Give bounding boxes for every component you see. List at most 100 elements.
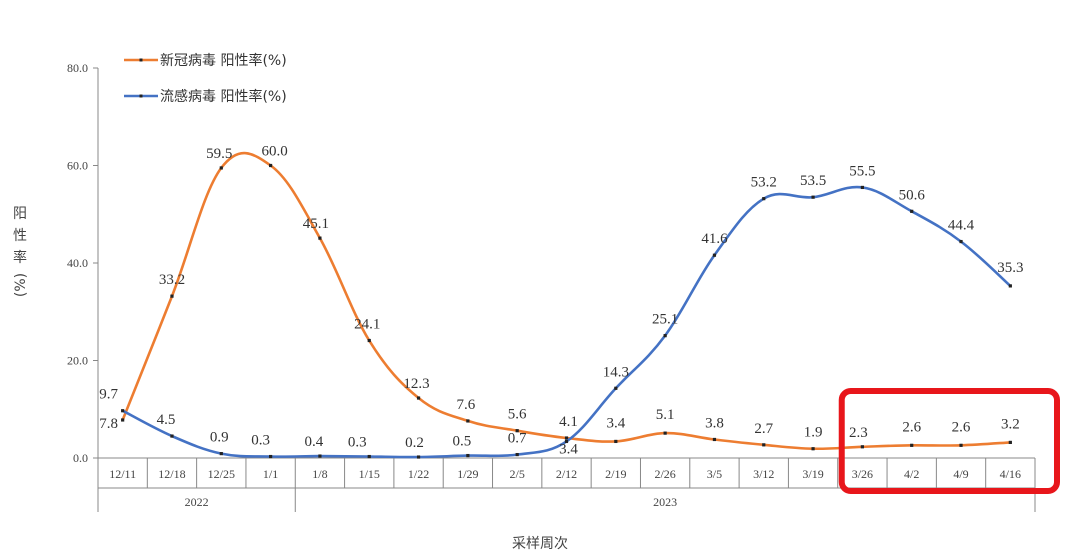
- data-label: 3.8: [705, 415, 724, 431]
- data-point: [860, 185, 864, 190]
- data-point: [269, 163, 273, 168]
- data-label: 0.3: [348, 435, 367, 451]
- data-point: [762, 443, 766, 447]
- data-label: 12.3: [403, 376, 429, 392]
- data-point: [614, 386, 618, 390]
- data-label: 0.5: [452, 434, 471, 450]
- year-label: 2022: [185, 495, 209, 509]
- data-point: [712, 437, 717, 442]
- data-label: 45.1: [303, 216, 329, 232]
- legend-marker: [139, 94, 143, 98]
- x-tick-label: 2/19: [605, 467, 626, 481]
- data-point: [121, 409, 125, 413]
- data-point: [515, 452, 519, 457]
- legend-label: 新冠病毒 阳性率(%): [160, 52, 287, 69]
- data-label: 2.3: [849, 425, 868, 441]
- data-label: 5.6: [508, 407, 527, 423]
- data-point: [367, 338, 371, 343]
- data-point: [318, 454, 322, 458]
- x-tick-label: 12/25: [208, 467, 235, 481]
- series-line-1: [121, 151, 1011, 451]
- x-tick-label: 3/19: [802, 467, 823, 481]
- data-label: 55.5: [849, 163, 875, 179]
- data-label: 4.5: [157, 412, 176, 428]
- data-point: [663, 334, 667, 338]
- y-axis-title-unit: (%): [13, 273, 29, 297]
- data-point: [1008, 284, 1012, 288]
- data-point: [219, 452, 223, 456]
- data-label: 4.1: [559, 414, 578, 430]
- data-label: 41.6: [701, 231, 728, 247]
- y-tick-label: 60.0: [67, 159, 88, 173]
- data-label: 50.6: [899, 187, 926, 203]
- data-label: 2.7: [754, 421, 773, 437]
- data-point: [269, 454, 273, 459]
- data-label: 33.2: [159, 272, 185, 288]
- data-label: 60.0: [261, 144, 287, 160]
- y-axis-title-char: 性: [13, 228, 27, 244]
- x-tick-label: 3/5: [707, 467, 722, 481]
- data-label: 25.1: [652, 312, 678, 328]
- data-label: 53.5: [800, 173, 826, 189]
- data-label: 5.1: [656, 407, 675, 423]
- x-tick-label: 4/9: [953, 467, 968, 481]
- data-label: 1.9: [804, 425, 823, 441]
- data-point: [910, 443, 914, 447]
- y-tick-label: 20.0: [67, 354, 88, 368]
- year-label: 2023: [653, 495, 677, 509]
- data-label: 0.3: [251, 433, 270, 449]
- y-tick-label: 40.0: [67, 256, 88, 270]
- data-label: 2.6: [902, 419, 921, 435]
- data-point: [663, 431, 667, 435]
- x-tick-label: 1/1: [263, 467, 278, 481]
- x-tick-label: 3/12: [753, 467, 774, 481]
- data-point: [564, 436, 569, 440]
- x-tick-label: 12/11: [109, 467, 136, 481]
- y-axis-title-char: 率: [13, 249, 27, 266]
- x-tick-label: 2/12: [556, 467, 577, 481]
- data-label: 9.7: [99, 387, 118, 403]
- data-point: [121, 418, 125, 422]
- x-tick-label: 2/5: [510, 467, 525, 481]
- data-label: 0.7: [508, 431, 527, 447]
- data-point: [860, 445, 864, 449]
- data-label: 44.4: [948, 218, 975, 234]
- data-label: 2.6: [952, 419, 971, 435]
- x-tick-label: 1/15: [359, 467, 380, 481]
- x-tick-label: 4/16: [1000, 467, 1021, 481]
- data-point: [170, 434, 174, 438]
- data-label: 53.2: [751, 175, 777, 191]
- x-tick-label: 1/8: [312, 467, 327, 481]
- x-tick-label: 1/22: [408, 467, 429, 481]
- legend-marker: [139, 58, 143, 62]
- data-label: 0.4: [305, 434, 324, 450]
- data-label: 7.8: [99, 416, 118, 432]
- data-point: [367, 454, 371, 459]
- data-label: 0.2: [405, 435, 424, 451]
- legend-label: 流感病毒 阳性率(%): [160, 88, 287, 105]
- data-point: [416, 455, 421, 459]
- y-tick-label: 0.0: [73, 451, 88, 465]
- data-point: [515, 429, 519, 433]
- data-label: 3.2: [1001, 416, 1020, 432]
- data-point: [318, 236, 322, 240]
- x-tick-label: 3/26: [852, 467, 873, 481]
- data-point: [959, 239, 963, 244]
- data-point: [614, 439, 618, 444]
- x-tick-label: 12/18: [158, 467, 185, 481]
- data-point: [762, 197, 766, 201]
- data-point: [712, 253, 717, 257]
- data-label: 14.3: [603, 364, 629, 380]
- data-label: 3.4: [559, 441, 578, 457]
- data-point: [910, 209, 914, 213]
- x-tick-label: 4/2: [904, 467, 919, 481]
- data-point: [811, 447, 815, 451]
- y-axis-title-char: 阳: [13, 206, 27, 222]
- data-point: [416, 396, 421, 400]
- data-point: [564, 439, 569, 444]
- highlight-box: [838, 388, 1060, 494]
- data-label: 24.1: [354, 317, 380, 333]
- data-label: 0.9: [210, 430, 229, 446]
- data-label: 3.4: [606, 415, 625, 431]
- data-point: [219, 166, 223, 170]
